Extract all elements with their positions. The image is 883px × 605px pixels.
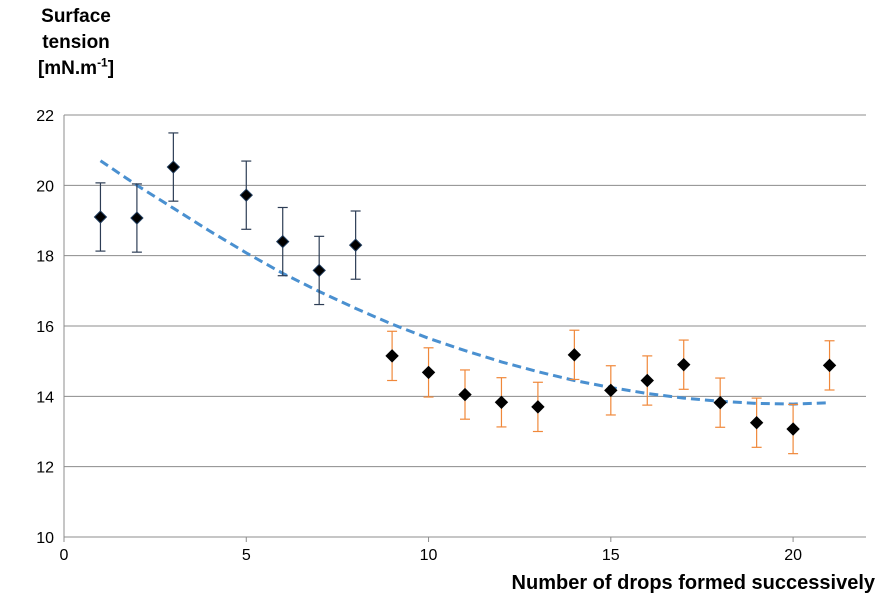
- data-point: [640, 373, 654, 388]
- trendline-group: [99, 159, 830, 406]
- x-tick-label: 10: [420, 547, 438, 564]
- y-tick-label: 20: [36, 178, 54, 195]
- x-tick-label: 0: [60, 547, 69, 564]
- data-point: [458, 387, 472, 402]
- x-tick-label: 20: [784, 547, 802, 564]
- data-point: [421, 365, 436, 380]
- y-axis-title-line-2: tension: [42, 32, 110, 53]
- data-point: [531, 400, 545, 414]
- y-axis-unit-exponent: -1: [97, 55, 108, 70]
- data-point: [494, 395, 509, 410]
- data-point: [786, 422, 800, 436]
- data-point: [822, 358, 837, 373]
- y-axis-title: Surface tension [mN.m-1]: [6, 4, 146, 82]
- y-tick-label: 14: [36, 389, 54, 406]
- data-point: [166, 160, 181, 174]
- data-point: [348, 238, 363, 252]
- y-tick-label: 10: [36, 530, 54, 547]
- tick-labels: 10 12 14 16 18 20 22 0 5 10 15 20: [36, 108, 802, 564]
- data-point: [276, 234, 290, 249]
- data-point: [677, 357, 691, 372]
- x-tick-label: 5: [242, 547, 251, 564]
- data-point: [713, 395, 727, 410]
- data-points: [93, 160, 837, 436]
- y-axis-title-unit: [mN.m-1]: [6, 56, 146, 82]
- data-point: [312, 263, 326, 278]
- y-tick-label: 18: [36, 249, 54, 266]
- axes: [63, 115, 866, 542]
- data-point: [604, 383, 618, 398]
- x-axis-title: Number of drops formed successively: [511, 572, 875, 594]
- data-point: [385, 349, 399, 363]
- data-point: [93, 210, 108, 224]
- data-point: [749, 416, 764, 430]
- y-tick-label: 12: [36, 460, 54, 477]
- y-tick-label: 16: [36, 319, 54, 336]
- y-tick-label: 22: [36, 108, 54, 125]
- trendline: [99, 159, 830, 406]
- data-point: [567, 348, 582, 362]
- data-point: [239, 188, 253, 202]
- data-point: [130, 211, 144, 225]
- y-axis-unit-suffix: ]: [107, 58, 115, 79]
- y-axis-title-line-1: Surface: [41, 6, 111, 27]
- x-tick-label: 15: [602, 547, 620, 564]
- grid-lines: [64, 114, 866, 468]
- y-axis-unit-prefix: [mN.m: [37, 58, 98, 79]
